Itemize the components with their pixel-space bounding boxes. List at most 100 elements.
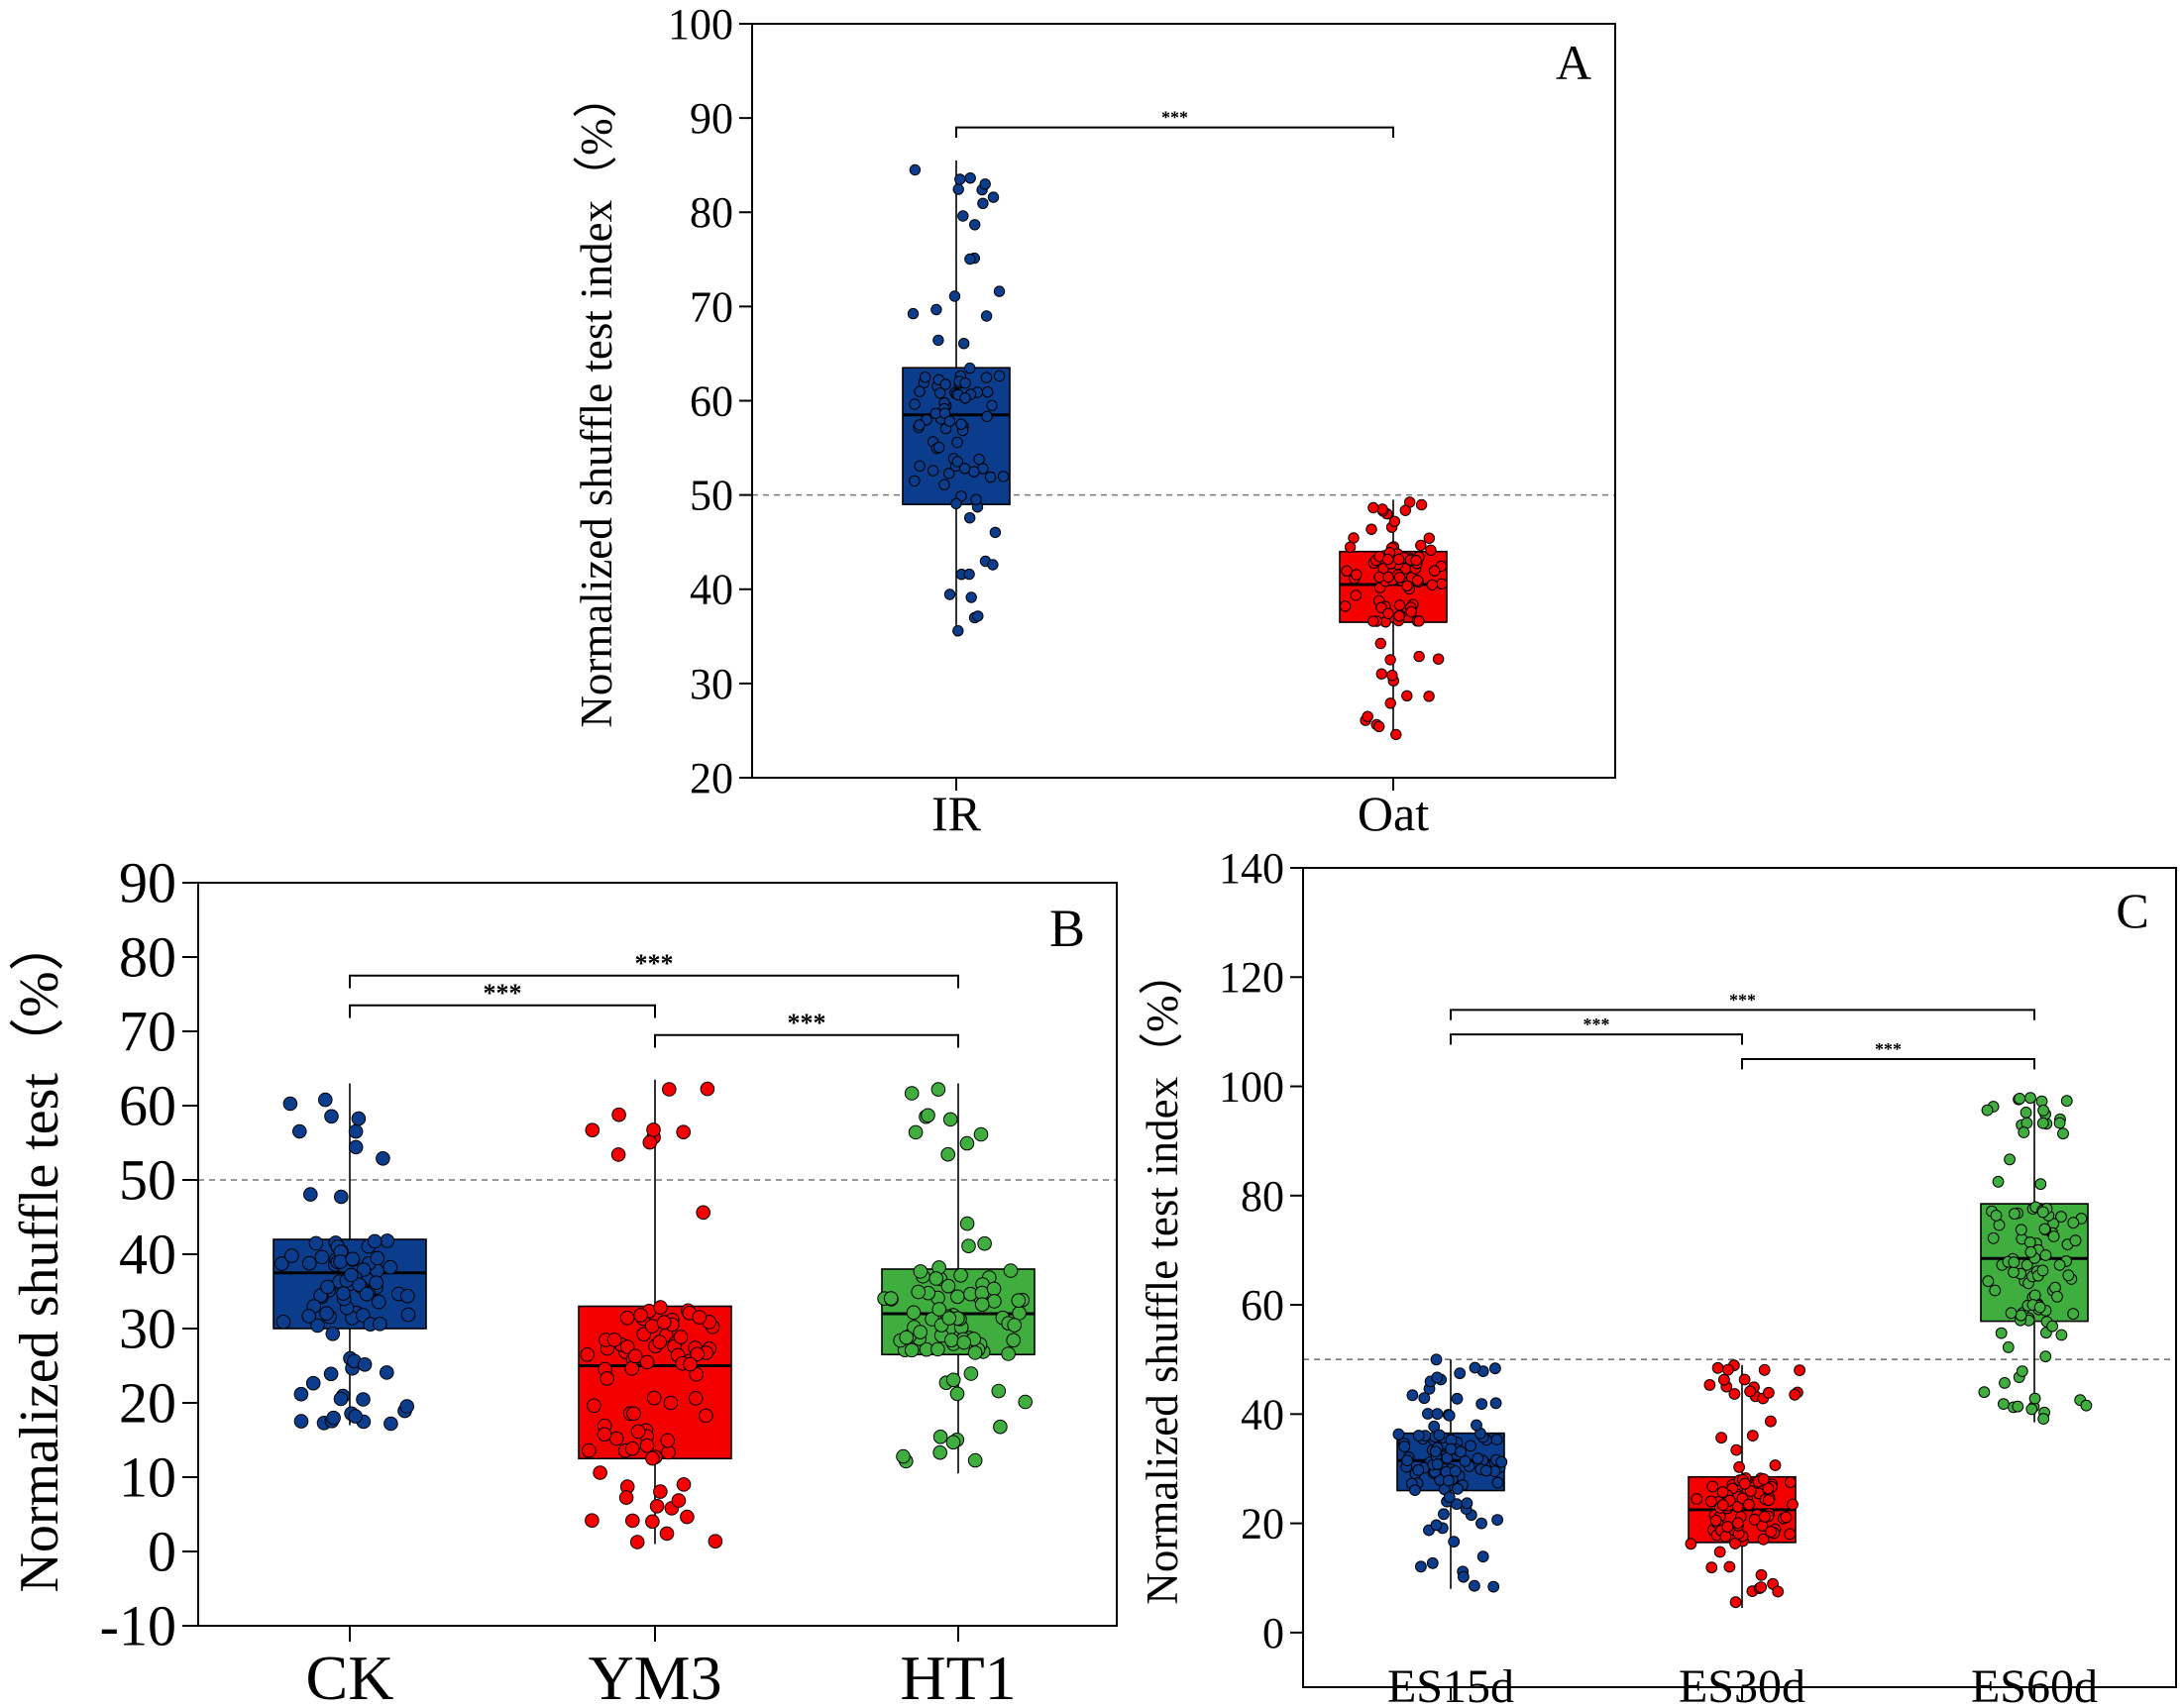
bracket-line — [1450, 1009, 2035, 1020]
data-point — [1711, 1361, 1724, 1374]
data-point — [314, 1249, 330, 1265]
data-point — [958, 463, 971, 475]
panel-letter: A — [1556, 35, 1591, 90]
data-point — [1448, 1536, 1461, 1548]
data-point — [611, 1107, 626, 1122]
data-point — [1762, 1494, 1775, 1507]
data-point — [1393, 572, 1406, 584]
data-point — [2053, 1258, 2066, 1271]
data-point — [1425, 544, 1437, 556]
x-tick-label: ES15d — [1387, 1660, 1514, 1708]
data-point — [909, 398, 921, 410]
y-tick-label: 100 — [1219, 1062, 1284, 1111]
series-ck — [273, 1083, 427, 1432]
data-point — [1018, 1394, 1033, 1410]
data-point — [292, 1123, 307, 1139]
data-point — [310, 1318, 325, 1334]
data-point — [671, 1493, 687, 1508]
data-point — [943, 415, 956, 427]
data-point — [909, 475, 921, 487]
data-point — [1476, 1550, 1489, 1563]
significance-label: *** — [1161, 108, 1188, 128]
data-point — [2008, 1256, 2020, 1268]
y-axis-label: Normalized shuffle test（%） — [9, 915, 70, 1592]
data-point — [964, 253, 976, 266]
data-point — [1413, 615, 1425, 627]
data-point — [644, 1319, 660, 1334]
data-point — [1709, 1514, 1722, 1527]
data-point — [1987, 1231, 2000, 1244]
data-point — [1445, 1442, 1458, 1455]
data-point — [2002, 1341, 2015, 1353]
data-point — [1738, 1373, 1751, 1386]
data-point — [973, 453, 985, 466]
data-point — [608, 1431, 624, 1446]
data-point — [700, 1081, 715, 1097]
data-point — [1458, 1570, 1470, 1583]
x-tick-label: ES60d — [1971, 1660, 2098, 1708]
data-point — [908, 1124, 924, 1140]
data-point — [997, 471, 1010, 482]
data-point — [928, 1271, 944, 1286]
data-point — [1341, 565, 1353, 577]
data-point — [676, 1477, 692, 1492]
data-point — [2019, 1107, 2032, 1119]
data-point — [373, 1317, 387, 1332]
data-point — [1384, 697, 1396, 709]
data-point — [1362, 710, 1373, 722]
data-point — [619, 1310, 635, 1326]
data-point — [356, 1392, 371, 1407]
data-point — [1691, 1493, 1703, 1505]
data-point — [963, 1366, 979, 1381]
data-point — [370, 1250, 385, 1266]
data-point — [1367, 501, 1379, 514]
data-point — [293, 1386, 309, 1402]
data-point — [627, 1348, 643, 1364]
data-point — [2023, 1236, 2036, 1248]
data-point — [1722, 1363, 1734, 1376]
data-point — [2016, 1365, 2028, 1377]
significance-bracket: *** — [349, 979, 656, 1018]
data-point — [1719, 1531, 1732, 1543]
data-point — [1982, 1275, 1995, 1288]
data-point — [958, 338, 970, 350]
significance-label: *** — [1729, 990, 1756, 1010]
data-point — [1995, 1327, 2008, 1339]
x-tick-label: YM3 — [588, 1643, 721, 1708]
data-point — [1728, 1388, 1741, 1400]
data-point — [1452, 1482, 1464, 1495]
y-tick-label: 140 — [1219, 844, 1284, 893]
data-point — [1429, 1445, 1442, 1458]
data-point — [1351, 569, 1363, 581]
data-point — [986, 1281, 1002, 1297]
data-point — [1746, 1430, 1759, 1441]
data-point — [380, 1233, 395, 1248]
significance-label: *** — [484, 979, 522, 1008]
data-point — [2038, 1223, 2051, 1235]
data-point — [1431, 1458, 1444, 1470]
data-point — [1412, 1430, 1425, 1441]
data-point — [357, 1357, 373, 1372]
data-point — [974, 1297, 990, 1312]
data-point — [1789, 1388, 1801, 1401]
data-point — [1401, 1454, 1414, 1467]
data-point — [1449, 1465, 1462, 1477]
data-point — [931, 1302, 947, 1317]
data-point — [1780, 1511, 1793, 1524]
data-point — [1438, 1508, 1450, 1521]
data-point — [1374, 637, 1387, 650]
data-point — [1989, 1284, 2002, 1297]
data-point — [585, 1513, 600, 1528]
data-point — [2018, 1126, 2030, 1138]
data-point — [1350, 589, 1363, 601]
data-point — [909, 163, 922, 176]
data-point — [653, 1484, 668, 1499]
data-point — [1384, 654, 1396, 666]
data-point — [1705, 1495, 1717, 1508]
y-tick-label: 20 — [119, 1371, 176, 1436]
data-point — [941, 1311, 957, 1326]
plot-frame — [1302, 867, 2177, 1688]
data-point — [1733, 1461, 1745, 1473]
x-tick-label: ES30d — [1679, 1660, 1805, 1708]
